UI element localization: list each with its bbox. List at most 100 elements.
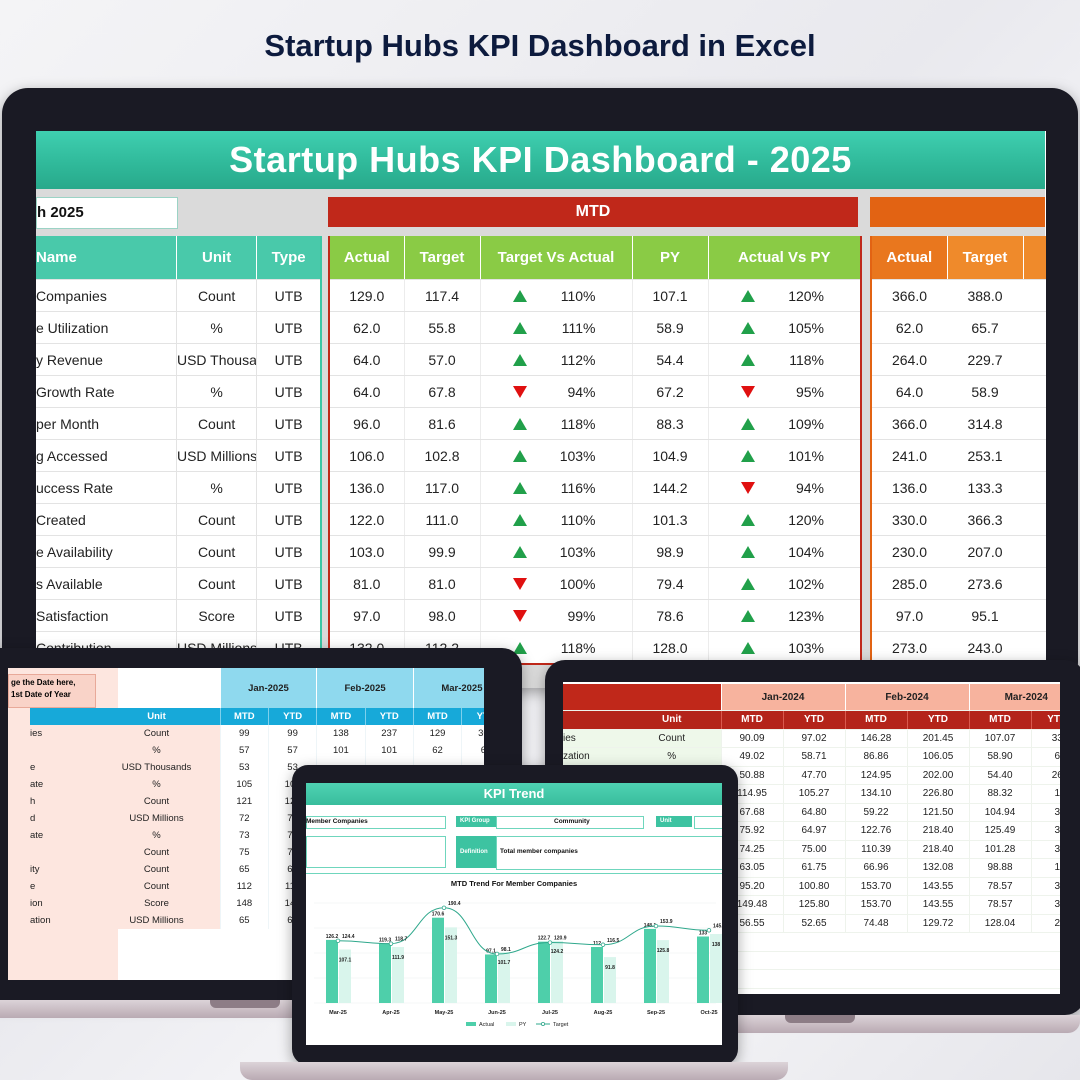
avp-value: 109%: [788, 415, 824, 432]
kpi-name-select[interactable]: [306, 816, 446, 829]
ytd-actual: 97.0: [871, 599, 947, 632]
row-unit: USD Millions: [93, 912, 221, 929]
up-arrow-icon: [512, 481, 527, 494]
row-value: 72: [219, 810, 269, 827]
row-value: 129.72: [906, 914, 970, 933]
mtd-actual: 103.0: [329, 535, 405, 568]
row-value: 62: [412, 742, 462, 759]
ytd-target: 133.3: [947, 471, 1023, 504]
kpi-type: UTB: [256, 407, 322, 440]
ytd-more: [1023, 599, 1046, 632]
row-value: 143.55: [906, 895, 970, 915]
mtd-row: 106.0 102.8 103% 104.9 101%: [329, 439, 862, 472]
mtd-actual-vs-py: 101%: [708, 439, 862, 472]
up-arrow-icon: [740, 449, 755, 462]
kpi-type: UTB: [256, 567, 322, 600]
row-value: 101: [316, 742, 366, 759]
row-value: 1: [1030, 784, 1060, 804]
month-header-row: Jan-2025 Feb-2025 Mar-2025: [30, 668, 484, 708]
row-value: 49.02: [720, 747, 783, 767]
row-value: 53: [219, 759, 269, 776]
kpi-type: UTB: [256, 599, 322, 632]
x-tick-label: Apr-25: [382, 1010, 399, 1016]
row-unit: Count: [93, 844, 221, 861]
sub-header: MTD: [412, 708, 462, 725]
row-name: e: [30, 881, 36, 892]
target-point: [653, 923, 659, 929]
mtd-target: 67.8: [404, 375, 481, 408]
mtd-actual-vs-py: 105%: [708, 311, 862, 344]
row-value: 218.40: [906, 821, 970, 841]
row-value: 64.80: [782, 803, 845, 822]
row-value: 99: [267, 725, 317, 742]
legend-py-swatch: [506, 1022, 516, 1026]
note-line-2: 1st Date of Year: [11, 690, 71, 699]
mtd-row: 96.0 81.6 118% 88.3 109%: [329, 407, 862, 440]
up-arrow-icon: [512, 449, 527, 462]
row-value: 110.39: [844, 840, 907, 859]
kpi-name: Satisfaction: [36, 599, 177, 632]
up-arrow-icon: [512, 321, 527, 334]
kpi-name: y Revenue: [36, 343, 177, 376]
kpi-group-value: Community: [554, 818, 590, 825]
row-unit: USD Thousands: [93, 759, 221, 776]
kpi-name: e Utilization: [36, 311, 177, 344]
ytd-more: [1023, 279, 1046, 312]
ytd-header-more: [1023, 236, 1046, 280]
kpi-unit: Count: [176, 407, 258, 440]
kpi-name: e Availability: [36, 535, 177, 568]
target-data-label: 145.4: [713, 923, 722, 929]
tablet-screen: KPI Trend Member Companies KPI Group Com…: [306, 783, 722, 1045]
month-selector[interactable]: h 2025: [36, 197, 178, 229]
mtd-py: 128.0: [632, 631, 709, 665]
legend-target-label: Target: [553, 1022, 569, 1028]
sub-header: YTD: [267, 708, 317, 725]
kpi-unit: USD Thousand: [176, 343, 258, 376]
row-value: 153.70: [844, 877, 907, 896]
row-value: 6: [1030, 747, 1060, 767]
kpi-row: Satisfaction Score UTB: [36, 599, 322, 632]
row-value: 105.27: [782, 784, 845, 804]
mtd-row: 81.0 81.0 100% 79.4 102%: [329, 567, 862, 600]
col-header-name: Name: [36, 236, 177, 280]
row-value: 75.00: [782, 840, 845, 859]
actual-bar: [432, 917, 444, 1003]
monthly-row: zation% 49.02 58.71 86.86 106.05 58.90 6: [563, 747, 1060, 767]
row-value: 3: [1030, 877, 1060, 896]
row-value: 129: [412, 725, 462, 742]
ytd-row: 64.0 58.9: [871, 375, 1046, 408]
chart-title: MTD Trend For Member Companies: [450, 879, 578, 888]
left-monthly-table: Jan-2025 Feb-2025 Mar-2025 Unit MTD YTD MTD YTD…: [30, 668, 484, 929]
trend-chart: 126.2 107.1 Mar-25 119.3 111.9 Apr-25 170.6 151…: [314, 901, 722, 1028]
up-arrow-icon: [740, 545, 755, 558]
ytd-target: 58.9: [947, 375, 1023, 408]
mtd-py: 88.3: [632, 407, 709, 440]
row-value: 3: [1030, 895, 1060, 915]
avp-value: 101%: [788, 447, 824, 464]
sub-header: YTD: [1030, 710, 1060, 730]
row-value: 59.22: [844, 803, 907, 822]
mtd-actual-vs-py: 102%: [708, 567, 862, 600]
row-value: 148: [219, 895, 269, 912]
mtd-target: 57.0: [404, 343, 481, 376]
col-header-unit: Unit: [176, 236, 258, 280]
kpi-unit: Count: [176, 535, 258, 568]
target-point: [706, 928, 712, 933]
unit-header: Unit: [623, 710, 721, 730]
down-arrow-icon: [512, 577, 527, 590]
sub-header: MTD: [968, 710, 1032, 730]
mtd-target-vs-actual: 110%: [480, 279, 633, 312]
row-value: 1: [1030, 858, 1060, 878]
up-arrow-icon: [512, 417, 527, 430]
target-point: [494, 951, 500, 957]
row-value: 121: [219, 793, 269, 810]
avp-value: 103%: [788, 639, 824, 656]
kpi-unit: %: [176, 471, 258, 504]
kpi-unit: Count: [176, 503, 258, 536]
x-tick-label: Jul-25: [542, 1010, 558, 1016]
sub-header: YTD: [906, 710, 970, 730]
kpi-row: e Availability Count UTB: [36, 535, 322, 568]
row-value: 58.90: [968, 747, 1032, 767]
row-value: 26: [1030, 766, 1060, 785]
kpi-name: Companies: [36, 279, 177, 312]
